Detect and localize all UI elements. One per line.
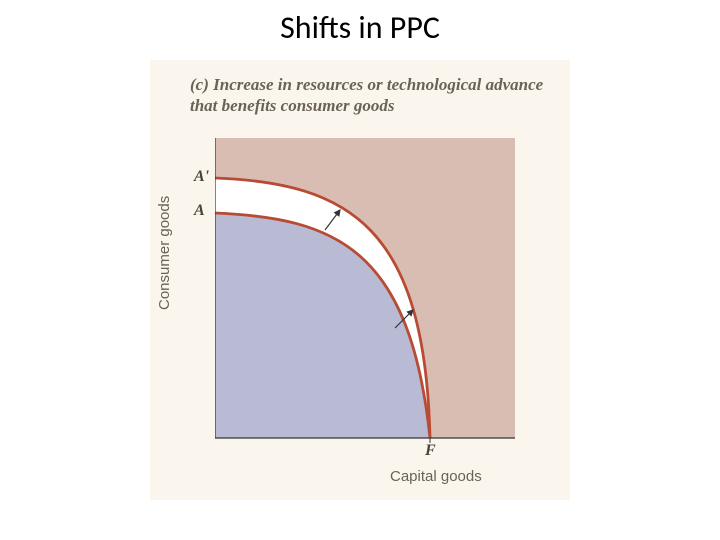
figure-caption: (c) Increase in resources or technologic…	[190, 74, 550, 117]
slide-title: Shifts in PPC	[0, 8, 720, 47]
slide: Shifts in PPC (c) Increase in resources …	[0, 0, 720, 540]
ppc-chart	[215, 138, 535, 448]
x-axis-label: Capital goods	[390, 468, 482, 485]
point-a-label: A	[194, 202, 205, 220]
ppc-figure: (c) Increase in resources or technologic…	[150, 60, 570, 500]
y-axis-label: Consumer goods	[156, 196, 173, 310]
point-a-prime-label: A'	[194, 168, 209, 186]
